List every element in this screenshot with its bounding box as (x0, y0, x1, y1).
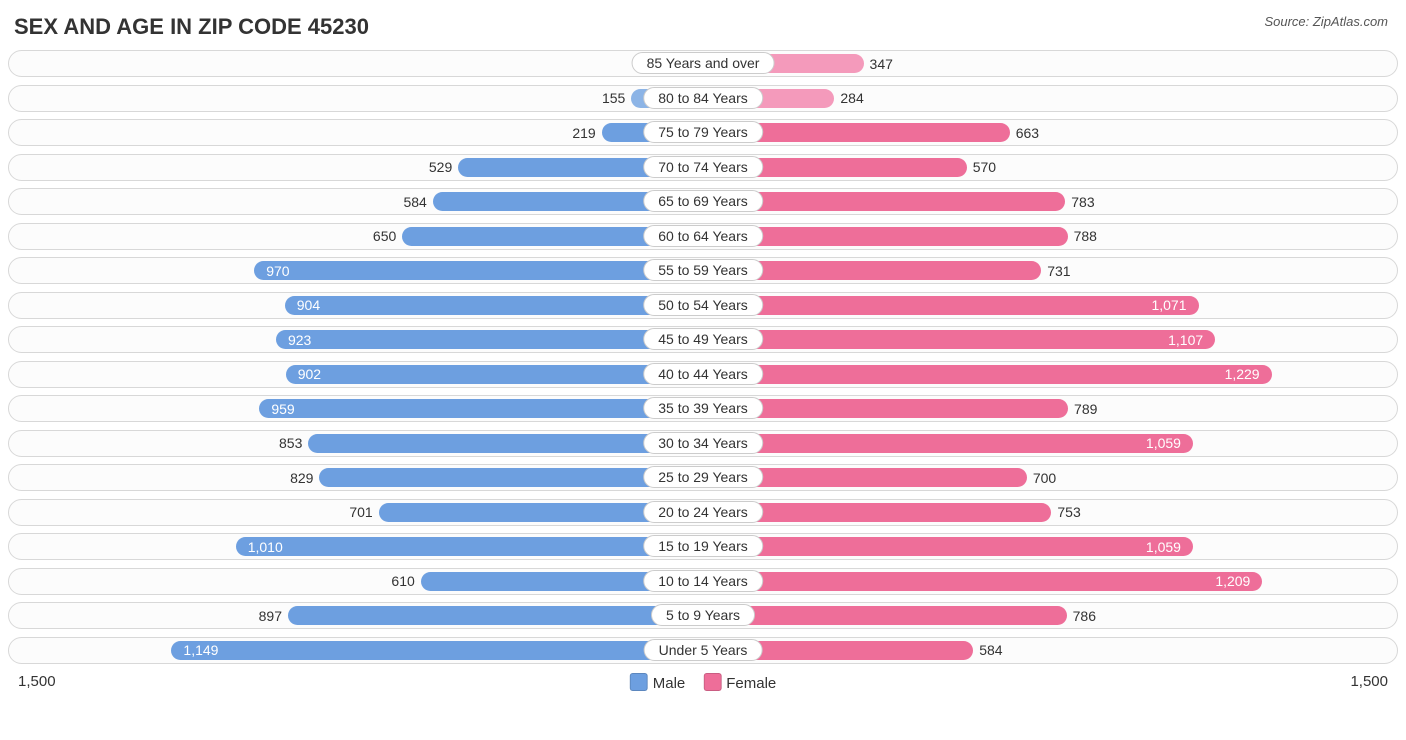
male-value-label: 1,010 (238, 534, 293, 559)
male-value-label: 529 (423, 155, 458, 180)
age-category-label: 20 to 24 Years (643, 501, 763, 523)
male-bar (285, 296, 703, 315)
male-value-label: 584 (397, 189, 432, 214)
age-category-label: 5 to 9 Years (651, 604, 755, 626)
female-bar (703, 434, 1193, 453)
pyramid-row: 1,149 584 Under 5 Years (8, 637, 1398, 664)
axis-max-right: 1,500 (1350, 673, 1388, 690)
male-value-label: 959 (261, 396, 304, 421)
pyramid-row: 219 663 75 to 79 Years (8, 119, 1398, 146)
male-value-label: 897 (253, 603, 288, 628)
female-value-label: 1,059 (1136, 431, 1191, 456)
female-value-label: 788 (1068, 224, 1103, 249)
male-bar (236, 537, 703, 556)
age-category-label: 75 to 79 Years (643, 121, 763, 143)
male-value-label: 829 (284, 465, 319, 490)
female-value-label: 1,071 (1141, 293, 1196, 318)
age-category-label: 65 to 69 Years (643, 190, 763, 212)
age-category-label: 10 to 14 Years (643, 570, 763, 592)
male-value-label: 853 (273, 431, 308, 456)
female-bar (703, 572, 1262, 591)
female-value-label: 731 (1041, 258, 1076, 283)
male-bar (171, 641, 703, 660)
female-value-label: 584 (973, 638, 1008, 663)
pyramid-row: 155 284 80 to 84 Years (8, 85, 1398, 112)
legend: Male Female (630, 673, 777, 692)
age-category-label: Under 5 Years (644, 639, 763, 661)
male-value-label: 219 (566, 120, 601, 145)
female-value-label: 753 (1051, 500, 1086, 525)
age-category-label: 80 to 84 Years (643, 87, 763, 109)
female-value-label: 700 (1027, 465, 1062, 490)
male-bar (254, 261, 703, 280)
male-value-label: 650 (367, 224, 402, 249)
female-bar (703, 296, 1199, 315)
legend-label: Female (726, 675, 776, 692)
pyramid-row: 970 731 55 to 59 Years (8, 257, 1398, 284)
pyramid-row: 701 753 20 to 24 Years (8, 499, 1398, 526)
age-category-label: 55 to 59 Years (643, 259, 763, 281)
pyramid-row: 8134785 Years and over (8, 50, 1398, 77)
male-value-label: 902 (288, 362, 331, 387)
pyramid-row: 902 1,229 40 to 44 Years (8, 361, 1398, 388)
pyramid-row: 897 786 5 to 9 Years (8, 602, 1398, 629)
axis-max-left: 1,500 (18, 673, 56, 690)
pyramid-row: 1,010 1,059 15 to 19 Years (8, 533, 1398, 560)
pyramid-row: 904 1,071 50 to 54 Years (8, 292, 1398, 319)
male-value-label: 701 (343, 500, 378, 525)
female-value-label: 347 (864, 51, 899, 76)
female-value-label: 1,107 (1158, 327, 1213, 352)
male-bar (276, 330, 703, 349)
legend-item: Female (703, 673, 776, 692)
male-value-label: 923 (278, 327, 321, 352)
pyramid-row: 650 788 60 to 64 Years (8, 223, 1398, 250)
male-value-label: 1,149 (173, 638, 228, 663)
male-bar (288, 606, 703, 625)
legend-item: Male (630, 673, 686, 692)
female-value-label: 1,059 (1136, 534, 1191, 559)
male-value-label: 970 (256, 258, 299, 283)
age-category-label: 15 to 19 Years (643, 535, 763, 557)
age-category-label: 35 to 39 Years (643, 397, 763, 419)
female-bar (703, 365, 1272, 384)
legend-swatch (703, 673, 721, 691)
age-category-label: 60 to 64 Years (643, 225, 763, 247)
male-value-label: 610 (385, 569, 420, 594)
age-category-label: 45 to 49 Years (643, 328, 763, 350)
source-attribution: Source: ZipAtlas.com (1264, 14, 1388, 29)
female-value-label: 570 (967, 155, 1002, 180)
male-bar (286, 365, 703, 384)
pyramid-row: 923 1,107 45 to 49 Years (8, 326, 1398, 353)
female-value-label: 783 (1065, 189, 1100, 214)
age-category-label: 30 to 34 Years (643, 432, 763, 454)
pyramid-row: 959 789 35 to 39 Years (8, 395, 1398, 422)
chart-title: SEX AND AGE IN ZIP CODE 45230 (14, 14, 1398, 40)
pyramid-row: 853 1,059 30 to 34 Years (8, 430, 1398, 457)
age-category-label: 85 Years and over (632, 52, 775, 74)
age-category-label: 50 to 54 Years (643, 294, 763, 316)
pyramid-row: 584 783 65 to 69 Years (8, 188, 1398, 215)
female-value-label: 789 (1068, 396, 1103, 421)
age-category-label: 40 to 44 Years (643, 363, 763, 385)
legend-label: Male (653, 675, 686, 692)
pyramid-row: 610 1,209 10 to 14 Years (8, 568, 1398, 595)
female-value-label: 1,229 (1215, 362, 1270, 387)
female-value-label: 786 (1067, 603, 1102, 628)
female-value-label: 1,209 (1205, 569, 1260, 594)
legend-swatch (630, 673, 648, 691)
pyramid-row: 829 700 25 to 29 Years (8, 464, 1398, 491)
male-value-label: 155 (596, 86, 631, 111)
female-bar (703, 537, 1193, 556)
pyramid-row: 529 570 70 to 74 Years (8, 154, 1398, 181)
male-bar (259, 399, 703, 418)
male-value-label: 904 (287, 293, 330, 318)
female-bar (703, 606, 1067, 625)
age-category-label: 25 to 29 Years (643, 466, 763, 488)
female-value-label: 284 (834, 86, 869, 111)
population-pyramid-chart: 8134785 Years and over15528480 to 84 Yea… (8, 50, 1398, 699)
female-bar (703, 330, 1215, 349)
female-value-label: 663 (1010, 120, 1045, 145)
age-category-label: 70 to 74 Years (643, 156, 763, 178)
chart-footer: 1,500 1,500 Male Female (8, 671, 1398, 699)
